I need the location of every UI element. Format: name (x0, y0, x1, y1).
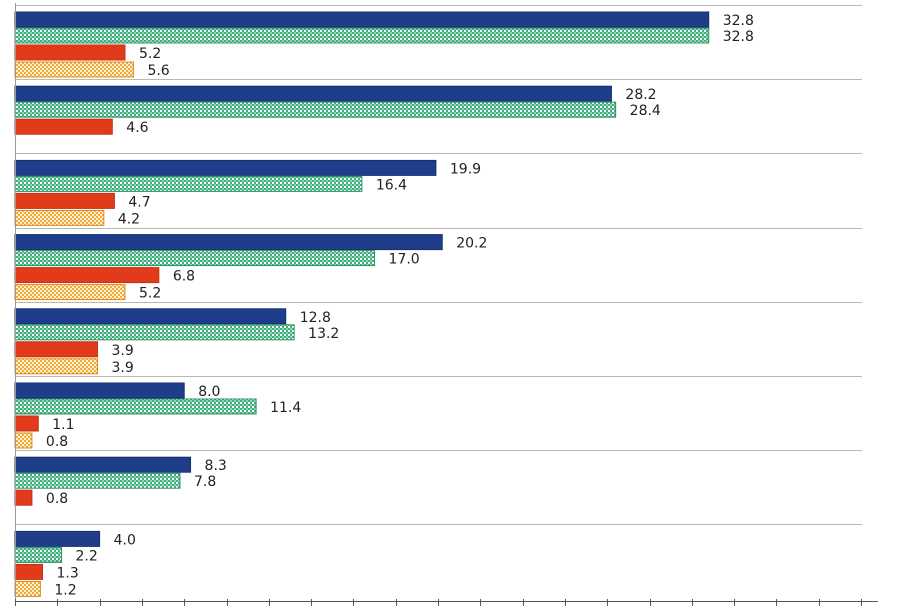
bar-series-4 (14, 209, 105, 226)
data-label: 1.1 (52, 417, 74, 433)
data-label: 5.2 (139, 286, 161, 302)
data-label: 8.3 (205, 458, 227, 474)
bar-series-2 (14, 472, 181, 489)
data-label: 17.0 (389, 252, 420, 268)
bar-series-4 (14, 432, 33, 449)
data-label: 4.2 (118, 211, 140, 227)
bar-series-4 (14, 580, 41, 597)
data-label: 8.0 (198, 384, 220, 400)
bar-series-2 (14, 398, 257, 415)
bar-series-3 (14, 489, 33, 506)
bar-series-1 (14, 85, 612, 102)
x-axis (15, 3, 878, 606)
bar-series-3 (14, 415, 39, 432)
data-label: 7.8 (194, 474, 216, 490)
bars-layer (14, 11, 710, 597)
data-label: 11.4 (270, 400, 301, 416)
data-label: 19.9 (450, 161, 481, 177)
bar-series-2 (14, 546, 63, 563)
labels-layer: 32.832.85.25.628.228.44.619.916.44.74.22… (46, 13, 754, 598)
data-label: 3.9 (111, 343, 133, 359)
data-label: 2.2 (76, 548, 98, 564)
bar-series-4 (14, 61, 134, 78)
bar-series-3 (14, 267, 160, 284)
bar-series-1 (14, 11, 710, 28)
bar-series-1 (14, 308, 287, 325)
bar-series-3 (14, 192, 115, 209)
data-label: 0.8 (46, 491, 68, 507)
data-label: 16.4 (376, 177, 407, 193)
bar-series-3 (14, 341, 98, 358)
grid-layer (15, 5, 862, 525)
data-label: 28.4 (630, 103, 661, 119)
bar-series-3 (14, 563, 43, 580)
bar-series-1 (14, 234, 443, 251)
bar-series-2 (14, 101, 617, 118)
data-label: 1.3 (56, 565, 78, 581)
bar-series-3 (14, 118, 113, 135)
data-label: 32.8 (723, 29, 754, 45)
data-label: 0.8 (46, 434, 68, 450)
bar-series-2 (14, 324, 295, 341)
data-label: 4.7 (128, 194, 150, 210)
data-label: 20.2 (456, 236, 487, 252)
data-label: 1.2 (54, 582, 76, 598)
bar-series-4 (14, 358, 98, 375)
data-label: 32.8 (723, 13, 754, 29)
data-label: 13.2 (308, 326, 339, 342)
bar-series-1 (14, 530, 101, 547)
data-label: 5.2 (139, 46, 161, 62)
data-label: 28.2 (625, 87, 656, 103)
data-label: 4.0 (114, 532, 136, 548)
data-label: 4.6 (126, 120, 148, 136)
bar-series-4 (14, 284, 126, 301)
bar-series-2 (14, 27, 710, 44)
bar-series-1 (14, 456, 192, 473)
bar-series-3 (14, 44, 126, 61)
bar-series-1 (14, 382, 185, 399)
data-label: 12.8 (300, 310, 331, 326)
data-label: 5.6 (147, 63, 169, 79)
bar-series-2 (14, 250, 376, 267)
data-label: 6.8 (173, 269, 195, 285)
bar-series-2 (14, 175, 363, 192)
bar-series-1 (14, 159, 437, 176)
data-label: 3.9 (111, 360, 133, 376)
